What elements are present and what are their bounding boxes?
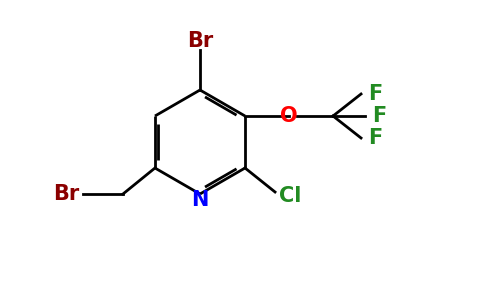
Text: Br: Br [187, 31, 213, 51]
Text: F: F [368, 84, 382, 104]
Text: O: O [280, 106, 298, 126]
Text: F: F [368, 128, 382, 148]
Text: N: N [191, 190, 209, 210]
Text: Br: Br [53, 184, 79, 204]
Text: F: F [372, 106, 386, 126]
Text: Cl: Cl [279, 186, 302, 206]
